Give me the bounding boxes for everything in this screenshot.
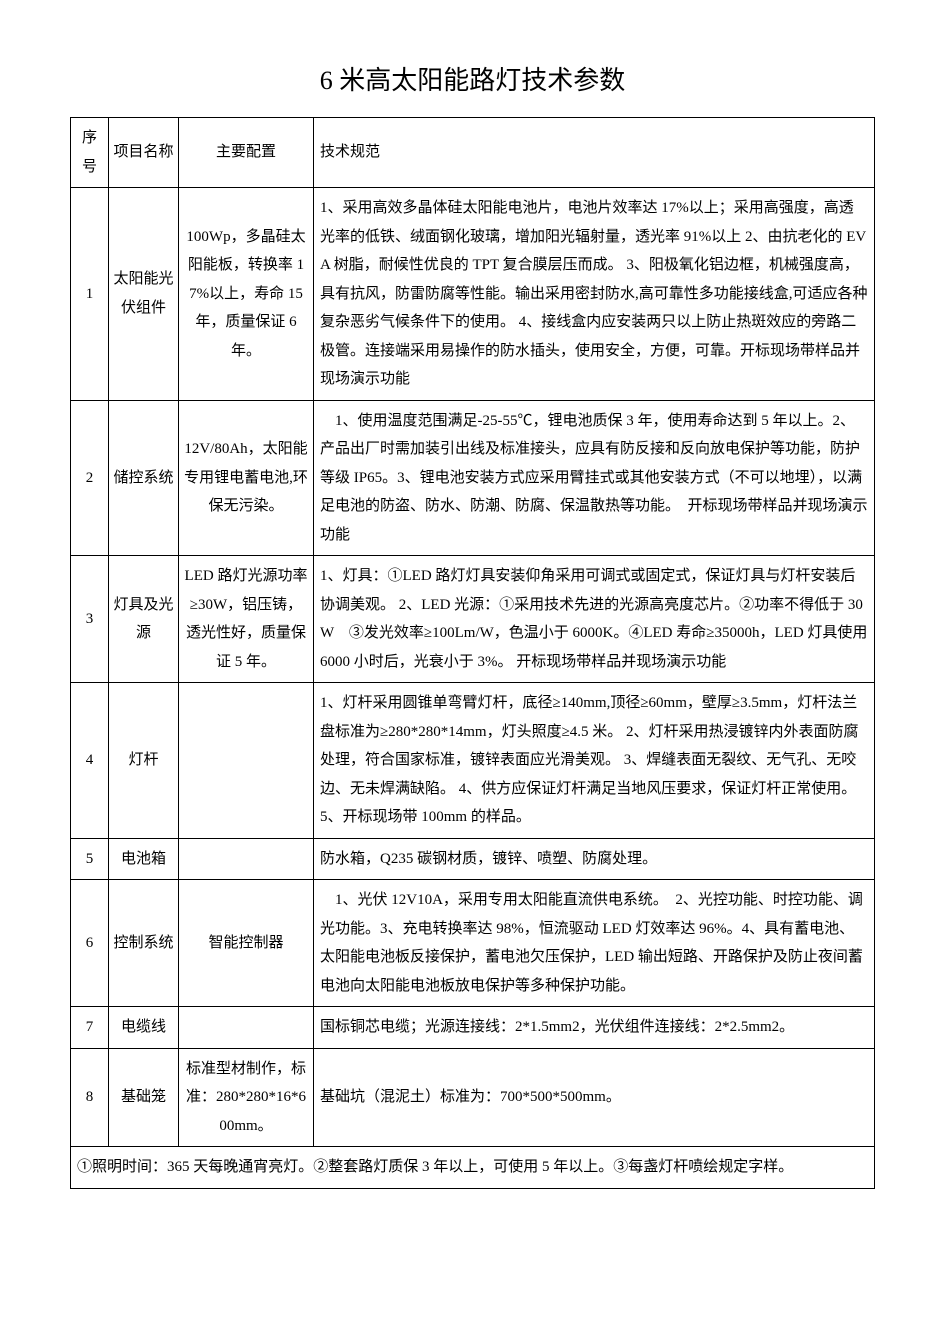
cell-name: 储控系统: [109, 400, 179, 556]
cell-index: 8: [71, 1048, 109, 1147]
cell-spec: 1、光伏 12V10A，采用专用太阳能直流供电系统。 2、光控功能、时控功能、调…: [314, 880, 875, 1007]
table-row: 1 太阳能光伏组件 100Wp，多晶硅太阳能板，转换率 17%以上，寿命 15 …: [71, 188, 875, 401]
cell-index: 5: [71, 838, 109, 880]
table-footer-row: ①照明时间：365 天每晚通宵亮灯。②整套路灯质保 3 年以上，可使用 5 年以…: [71, 1147, 875, 1189]
table-row: 3 灯具及光源 LED 路灯光源功率≥30W，铝压铸，透光性好，质量保证 5 年…: [71, 556, 875, 683]
cell-name: 电缆线: [109, 1007, 179, 1049]
cell-config: LED 路灯光源功率≥30W，铝压铸，透光性好，质量保证 5 年。: [179, 556, 314, 683]
cell-name: 电池箱: [109, 838, 179, 880]
table-row: 4 灯杆 1、灯杆采用圆锥单弯臂灯杆，底径≥140mm,顶径≥60mm，壁厚≥3…: [71, 683, 875, 839]
cell-index: 3: [71, 556, 109, 683]
col-header-config: 主要配置: [179, 118, 314, 188]
footer-cell: ①照明时间：365 天每晚通宵亮灯。②整套路灯质保 3 年以上，可使用 5 年以…: [71, 1147, 875, 1189]
col-header-name: 项目名称: [109, 118, 179, 188]
cell-spec: 国标铜芯电缆；光源连接线：2*1.5mm2，光伏组件连接线：2*2.5mm2。: [314, 1007, 875, 1049]
table-row: 7 电缆线 国标铜芯电缆；光源连接线：2*1.5mm2，光伏组件连接线：2*2.…: [71, 1007, 875, 1049]
cell-name: 控制系统: [109, 880, 179, 1007]
cell-config: [179, 838, 314, 880]
cell-spec: 基础坑（混泥土）标准为：700*500*500mm。: [314, 1048, 875, 1147]
cell-index: 4: [71, 683, 109, 839]
table-row: 6 控制系统 智能控制器 1、光伏 12V10A，采用专用太阳能直流供电系统。 …: [71, 880, 875, 1007]
cell-index: 6: [71, 880, 109, 1007]
cell-index: 7: [71, 1007, 109, 1049]
document-title: 6 米高太阳能路灯技术参数: [70, 60, 875, 97]
cell-config: [179, 1007, 314, 1049]
cell-index: 2: [71, 400, 109, 556]
cell-name: 太阳能光伏组件: [109, 188, 179, 401]
cell-name: 灯具及光源: [109, 556, 179, 683]
table-header-row: 序号 项目名称 主要配置 技术规范: [71, 118, 875, 188]
cell-config: 100Wp，多晶硅太阳能板，转换率 17%以上，寿命 15 年，质量保证 6 年…: [179, 188, 314, 401]
cell-index: 1: [71, 188, 109, 401]
cell-config: 标准型材制作，标准：280*280*16*600mm。: [179, 1048, 314, 1147]
cell-config: [179, 683, 314, 839]
cell-spec: 1、灯杆采用圆锥单弯臂灯杆，底径≥140mm,顶径≥60mm，壁厚≥3.5mm，…: [314, 683, 875, 839]
col-header-spec: 技术规范: [314, 118, 875, 188]
cell-name: 灯杆: [109, 683, 179, 839]
cell-config: 智能控制器: [179, 880, 314, 1007]
table-row: 5 电池箱 防水箱，Q235 碳钢材质，镀锌、喷塑、防腐处理。: [71, 838, 875, 880]
cell-config: 12V/80Ah，太阳能专用锂电蓄电池,环保无污染。: [179, 400, 314, 556]
cell-spec: 1、灯具：①LED 路灯灯具安装仰角采用可调式或固定式，保证灯具与灯杆安装后协调…: [314, 556, 875, 683]
cell-spec: 防水箱，Q235 碳钢材质，镀锌、喷塑、防腐处理。: [314, 838, 875, 880]
cell-spec: 1、使用温度范围满足-25-55℃，锂电池质保 3 年，使用寿命达到 5 年以上…: [314, 400, 875, 556]
table-row: 8 基础笼 标准型材制作，标准：280*280*16*600mm。 基础坑（混泥…: [71, 1048, 875, 1147]
cell-name: 基础笼: [109, 1048, 179, 1147]
table-row: 2 储控系统 12V/80Ah，太阳能专用锂电蓄电池,环保无污染。 1、使用温度…: [71, 400, 875, 556]
cell-spec: 1、采用高效多晶体硅太阳能电池片，电池片效率达 17%以上；采用高强度，高透光率…: [314, 188, 875, 401]
col-header-index: 序号: [71, 118, 109, 188]
spec-table: 序号 项目名称 主要配置 技术规范 1 太阳能光伏组件 100Wp，多晶硅太阳能…: [70, 117, 875, 1189]
